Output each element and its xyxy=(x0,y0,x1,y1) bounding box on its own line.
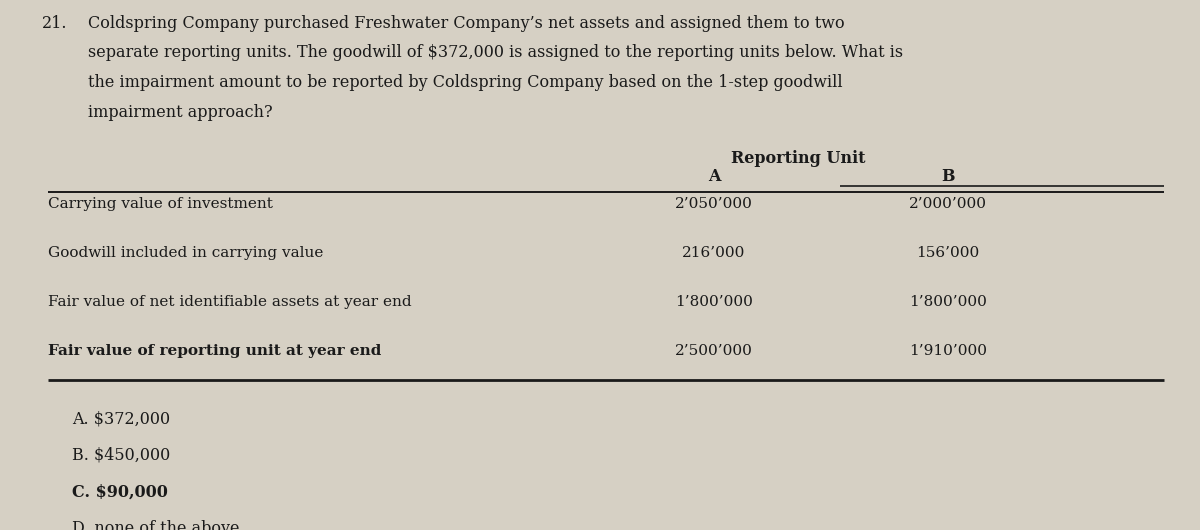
Text: B: B xyxy=(941,168,955,185)
Text: 2’050’000: 2’050’000 xyxy=(676,198,752,211)
Text: Goodwill included in carrying value: Goodwill included in carrying value xyxy=(48,246,323,260)
Text: separate reporting units. The goodwill of $372,000 is assigned to the reporting : separate reporting units. The goodwill o… xyxy=(88,45,902,61)
Text: 2’500’000: 2’500’000 xyxy=(676,343,752,358)
Text: 1’800’000: 1’800’000 xyxy=(910,295,986,309)
Text: C. $90,000: C. $90,000 xyxy=(72,483,168,500)
Text: 1’800’000: 1’800’000 xyxy=(676,295,752,309)
Text: Carrying value of investment: Carrying value of investment xyxy=(48,198,272,211)
Text: 1’910’000: 1’910’000 xyxy=(910,343,986,358)
Text: D. none of the above: D. none of the above xyxy=(72,520,240,530)
Text: 2’000’000: 2’000’000 xyxy=(910,198,986,211)
Text: Coldspring Company purchased Freshwater Company’s net assets and assigned them t: Coldspring Company purchased Freshwater … xyxy=(88,15,845,32)
Text: Fair value of reporting unit at year end: Fair value of reporting unit at year end xyxy=(48,343,382,358)
Text: the impairment amount to be reported by Coldspring Company based on the 1-step g: the impairment amount to be reported by … xyxy=(88,74,842,91)
Text: A: A xyxy=(708,168,720,185)
Text: 156’000: 156’000 xyxy=(917,246,979,260)
Text: 216’000: 216’000 xyxy=(683,246,745,260)
Text: impairment approach?: impairment approach? xyxy=(88,104,272,121)
Text: Fair value of net identifiable assets at year end: Fair value of net identifiable assets at… xyxy=(48,295,412,309)
Text: A. $372,000: A. $372,000 xyxy=(72,410,170,427)
Text: B. $450,000: B. $450,000 xyxy=(72,447,170,464)
Text: Reporting Unit: Reporting Unit xyxy=(731,150,865,167)
Text: 21.: 21. xyxy=(42,15,67,32)
